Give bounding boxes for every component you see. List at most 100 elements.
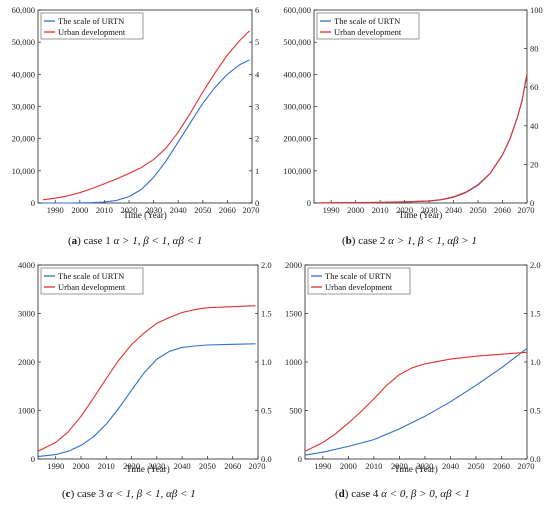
panel-caption: (b) case 2 α > 1, β < 1, αβ > 1	[342, 235, 477, 247]
x-tick-label: 2020	[121, 205, 138, 215]
y2-tick-label: 1.5	[530, 309, 541, 319]
y-tick-label: 500	[289, 406, 302, 416]
legend-box	[40, 12, 144, 40]
x-tick-label: 2070	[243, 205, 260, 215]
y2-tick-label: 2	[255, 134, 259, 144]
panel-letter: b	[346, 235, 352, 247]
x-tick-label: 2060	[219, 205, 236, 215]
y2-tick-label: 1	[255, 166, 259, 176]
x-tick-label: 2070	[518, 205, 535, 215]
series-line-urban-development	[304, 351, 528, 452]
panel-caption: (a) case 1 α > 1, β < 1, αβ < 1	[68, 235, 202, 247]
y-tick-label: 40,000	[12, 69, 35, 79]
legend-label: The scale of URTN	[325, 271, 391, 281]
panel-letter: a	[72, 235, 78, 247]
x-tick-label: 2040	[174, 461, 191, 471]
legend-label: Urban development	[325, 282, 393, 292]
y2-tick-label: 1.0	[261, 357, 272, 367]
x-tick-label: 2010	[96, 205, 113, 215]
y-tick-label: 600,000	[283, 5, 311, 15]
series-line-urtn-scale	[37, 343, 256, 458]
y-tick-label: 0	[31, 454, 35, 464]
x-tick-label: 2020	[391, 461, 408, 471]
legend-label: Urban development	[58, 282, 126, 292]
y-tick-label: 20,000	[12, 134, 35, 144]
x-tick-label: 1990	[314, 461, 331, 471]
y2-tick-label: 4	[255, 69, 260, 79]
y2-tick-label: 0.0	[261, 454, 272, 464]
x-tick-label: 2060	[494, 205, 511, 215]
series-line-urban-development	[318, 73, 528, 204]
caption-condition: α < 0, β > 0, αβ < 1	[381, 488, 470, 500]
y-tick-label: 500,000	[283, 37, 311, 47]
series-line-urban-development	[42, 30, 250, 201]
x-tick-label: 2070	[249, 461, 266, 471]
caption-case: ) case 1	[77, 235, 113, 247]
x-tick-label: 1990	[323, 205, 340, 215]
y-tick-label: 2000	[18, 357, 35, 367]
y-tick-label: 3000	[18, 309, 35, 319]
x-tick-label: 1990	[47, 461, 64, 471]
x-tick-label: 2000	[340, 461, 357, 471]
legend-box	[40, 267, 144, 295]
caption-condition: α > 1, β < 1, αβ > 1	[388, 235, 477, 247]
caption-condition: α < 1, β < 1, αβ < 1	[107, 488, 196, 500]
y2-tick-label: 0.0	[530, 454, 541, 464]
y2-tick-label: 5	[255, 37, 259, 47]
y-tick-label: 2000	[285, 260, 302, 270]
legend-label: The scale of URTN	[58, 16, 124, 26]
y2-tick-label: 80	[530, 44, 539, 54]
y-tick-label: 4000	[18, 260, 35, 270]
caption-case: ) case 3	[71, 488, 107, 500]
x-axis-label: Time (Year)	[126, 464, 170, 474]
x-tick-label: 2000	[347, 205, 364, 215]
x-tick-label: 2040	[445, 205, 462, 215]
y2-tick-label: 60	[530, 82, 539, 92]
x-tick-label: 2010	[372, 205, 389, 215]
y-tick-label: 0	[31, 198, 35, 208]
y-tick-label: 60,000	[12, 5, 35, 15]
x-tick-label: 1990	[47, 205, 64, 215]
y-tick-label: 300,000	[283, 102, 311, 112]
x-axis-label: Time (Year)	[123, 210, 167, 220]
y2-tick-label: 100	[530, 5, 543, 15]
legend-label: The scale of URTN	[58, 271, 124, 281]
y-tick-label: 0	[307, 198, 311, 208]
legend-label: The scale of URTN	[334, 16, 400, 26]
x-tick-label: 2000	[71, 205, 88, 215]
caption-paren: (	[68, 235, 72, 247]
y2-tick-label: 0	[255, 198, 259, 208]
x-tick-label: 2040	[170, 205, 187, 215]
x-tick-label: 2060	[224, 461, 241, 471]
x-tick-label: 2050	[199, 461, 216, 471]
legend-box	[307, 267, 411, 295]
chart-panel-1: 1990 2000 2010 2020 2030 2040 2050 2060 2070010,…	[12, 5, 260, 247]
y2-tick-label: 20	[530, 159, 539, 169]
legend-label: Urban development	[334, 27, 402, 37]
y-tick-label: 1000	[18, 406, 35, 416]
x-tick-label: 2070	[518, 461, 535, 471]
y-tick-label: 10,000	[12, 166, 35, 176]
caption-case: ) case 4	[345, 488, 381, 500]
caption-paren: (	[342, 235, 346, 247]
y2-tick-label: 0.5	[530, 406, 541, 416]
x-tick-label: 2020	[396, 205, 413, 215]
caption-paren: (	[62, 488, 66, 500]
x-axis-label: Time (Year)	[394, 464, 438, 474]
y2-tick-label: 40	[530, 121, 539, 131]
legend-label: Urban development	[58, 27, 126, 37]
panel-letter: c	[66, 488, 71, 500]
series-line-urtn-scale	[42, 59, 250, 204]
y-tick-label: 400,000	[283, 69, 311, 79]
series-line-urtn-scale	[318, 74, 528, 204]
y-tick-label: 0	[298, 454, 302, 464]
caption-paren: (	[335, 488, 339, 500]
x-tick-label: 2010	[98, 461, 115, 471]
y-tick-label: 100,000	[283, 166, 311, 176]
panel-caption: (d) case 4 α < 0, β > 0, αβ < 1	[335, 488, 470, 500]
x-tick-label: 2030	[145, 205, 162, 215]
panel-letter: d	[339, 488, 345, 500]
